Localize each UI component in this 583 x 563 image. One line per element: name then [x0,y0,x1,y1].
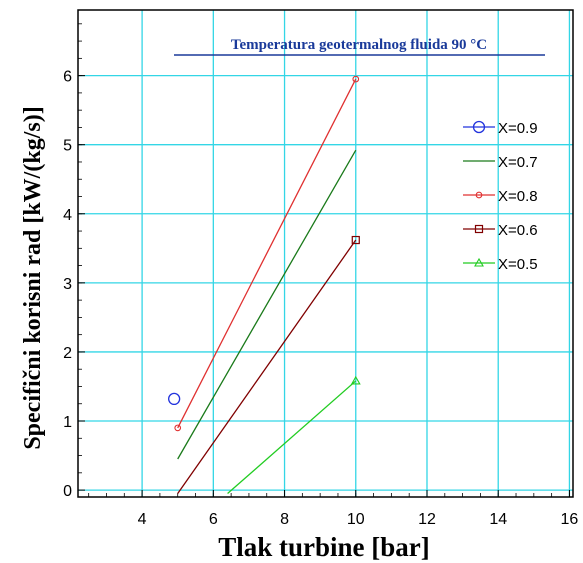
x-tick-label: 14 [489,511,507,528]
plot-frame [77,9,574,498]
y-tick-label: 4 [63,207,72,224]
legend-swatch-marker [472,120,486,134]
legend-label: X=0.6 [498,222,538,239]
x-axis-label: Tlak turbine [bar] [218,532,430,562]
data-point [352,75,360,83]
legend-swatch-marker [474,224,484,234]
series-line [177,239,357,494]
y-tick-label: 5 [63,138,72,155]
series-line [177,78,357,429]
data-point [351,235,360,245]
y-axis-label: Specifični korisni rad [kW/(kg/s)] [20,106,46,449]
series-layer [168,75,361,495]
y-tick-label: 1 [63,414,72,431]
legend-label: X=0.7 [498,154,538,171]
grid [78,10,573,497]
legend-item: X=0.6 [463,222,538,239]
data-point [174,424,182,432]
x-tick-labels: 4 6 8 10 12 14 16 [138,511,579,528]
data-point [350,375,361,385]
y-tick-label: 3 [63,276,72,293]
legend: X=0.9 X=0.7 X=0.8 X=0.6 X=0.5 [463,120,538,273]
x-tick-label: 12 [418,511,436,528]
series-line [177,149,357,460]
legend-item: X=0.8 [463,188,538,205]
x-tick-label: 16 [561,511,579,528]
legend-item: X=0.7 [463,154,538,171]
series-line [227,380,357,495]
y-tick-label: 0 [63,483,72,500]
series-x-0-8 [174,75,360,432]
legend-label: X=0.9 [498,120,538,137]
series-x-0-9 [168,392,181,406]
legend-swatch-marker [475,191,483,199]
y-tick-label: 2 [63,345,72,362]
y-tick-labels: 0 1 2 3 4 5 6 [63,69,72,500]
x-tick-label: 4 [138,511,147,528]
series-x-0-7 [177,149,357,460]
x-tick-label: 10 [347,511,365,528]
x-tick-label: 8 [280,511,289,528]
axis-ticks [78,23,570,497]
x-tick-label: 6 [209,511,218,528]
chart-annotation: Temperatura geotermalnog fluida 90 °C [231,37,487,53]
series-x-0-6 [177,235,360,494]
legend-swatch-marker [474,257,484,267]
series-x-0-5 [227,375,361,495]
legend-label: X=0.8 [498,188,538,205]
y-tick-label: 6 [63,69,72,86]
legend-item: X=0.5 [463,256,538,273]
legend-item: X=0.9 [463,120,538,137]
legend-label: X=0.5 [498,256,538,273]
data-point [168,392,181,406]
